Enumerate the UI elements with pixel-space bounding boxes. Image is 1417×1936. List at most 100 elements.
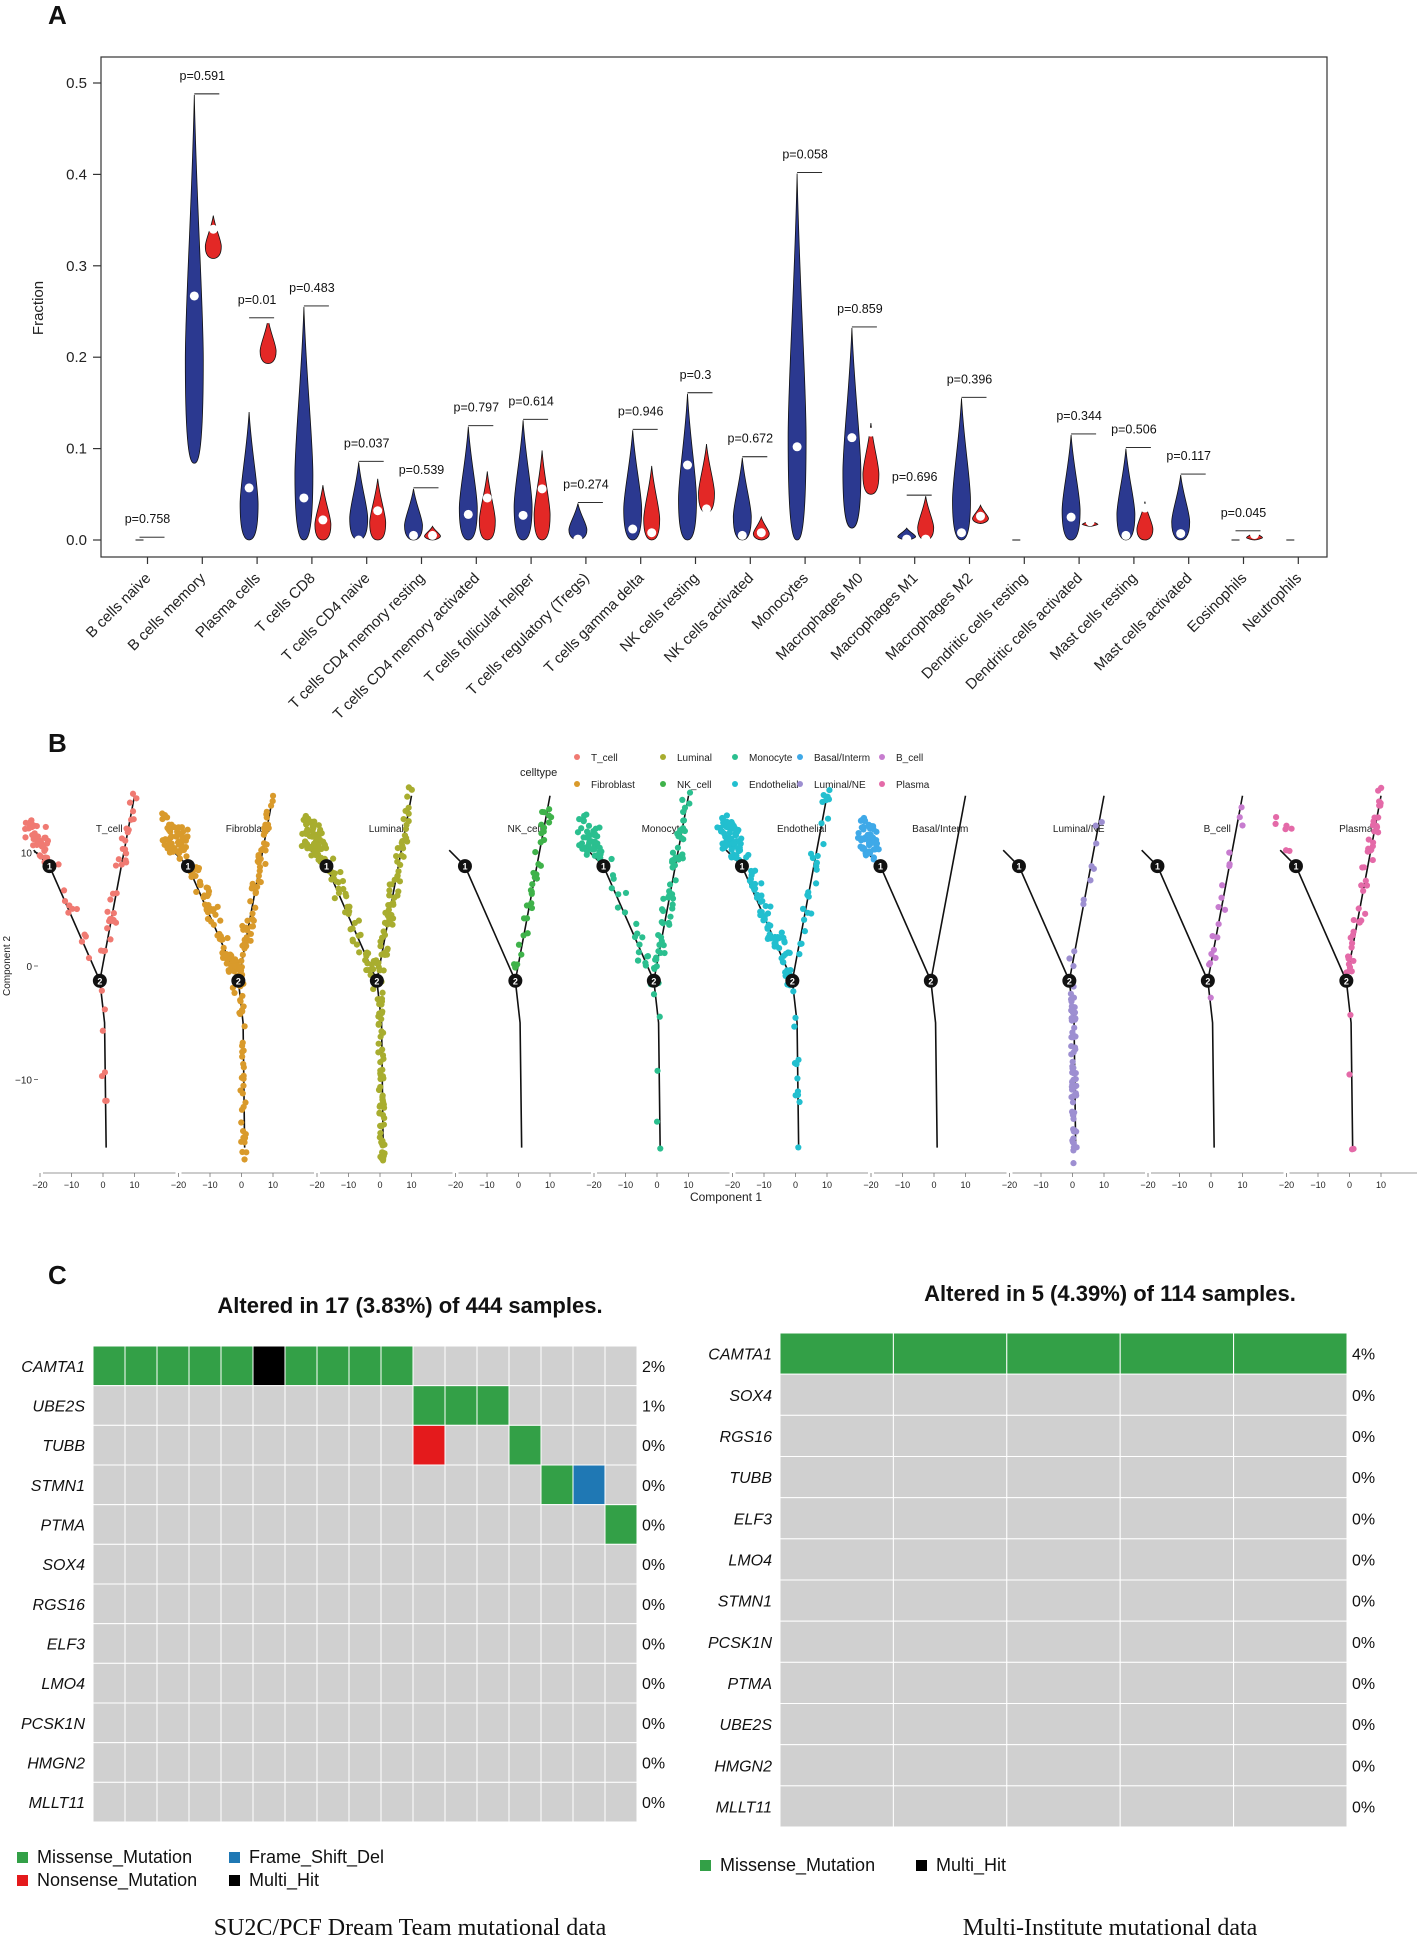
empty-cell (508, 1345, 542, 1387)
violin-normal (1061, 434, 1081, 541)
cell-point (376, 967, 383, 974)
pvalue-label: p=0.591 (180, 69, 226, 83)
cell-point (1212, 954, 1219, 962)
cell-point (196, 881, 203, 888)
empty-cell (92, 1623, 126, 1664)
median-normal (1121, 530, 1131, 540)
cell-point (719, 814, 726, 822)
y-tick-label: 0.3 (66, 258, 87, 275)
trajectory-chart: celltype T_cell Luminal Monocyte Basal/Inter… (2, 753, 1417, 1204)
alteration-percent: 0% (642, 1478, 665, 1495)
cell-point (1070, 1160, 1077, 1167)
empty-cell (380, 1424, 414, 1466)
pvalue-label: p=0.396 (947, 372, 993, 386)
cell-point (122, 857, 129, 864)
empty-cell (1006, 1414, 1121, 1458)
cell-point (400, 816, 407, 823)
cell-point (1288, 825, 1295, 832)
x-tick-label: −10 (895, 1180, 910, 1190)
median-tumor (154, 534, 163, 544)
empty-cell (1233, 1579, 1348, 1622)
cell-point (591, 831, 599, 838)
cell-point (247, 898, 254, 905)
empty-cell (92, 1662, 126, 1704)
cell-point (1221, 906, 1229, 913)
cell-point (764, 925, 771, 932)
empty-cell (316, 1623, 350, 1664)
empty-cell (92, 1504, 126, 1545)
cell-point (585, 835, 592, 842)
cell-point (782, 969, 789, 976)
empty-cell (444, 1424, 478, 1466)
cell-point (743, 854, 750, 861)
alteration-percent: 0% (642, 1557, 665, 1574)
legend-swatch (17, 1852, 28, 1863)
gene-label: MLLT11 (716, 1799, 772, 1816)
cell-point (184, 833, 191, 841)
cell-point (666, 881, 674, 888)
cell-point (376, 1109, 383, 1116)
cell-point (669, 849, 677, 856)
violin-tumor (314, 485, 332, 541)
cell-point (545, 819, 553, 826)
empty-cell (284, 1424, 318, 1466)
y-tick-label: 0.5 (66, 75, 87, 92)
facet-title: Monocyte (642, 824, 686, 835)
cell-point (1377, 802, 1384, 809)
legend-entry: Frame_Shift_Del (249, 1847, 384, 1868)
violin-normal (952, 398, 971, 541)
violin-tumor (1136, 501, 1154, 541)
cell-point (814, 852, 821, 860)
cell-point (726, 823, 734, 830)
cell-point (1070, 1115, 1077, 1123)
cell-point (312, 833, 319, 841)
branch-node (508, 973, 523, 988)
median-normal (902, 534, 912, 544)
cell-point (1070, 1135, 1077, 1142)
legend-entry: NK_cell (677, 780, 711, 791)
cell-point (375, 1013, 382, 1020)
empty-cell (284, 1662, 318, 1704)
empty-cell (444, 1742, 478, 1783)
cell-point (172, 847, 180, 854)
cell-point (796, 951, 803, 958)
cell-point (597, 851, 604, 858)
empty-cell (284, 1781, 318, 1823)
cell-point (873, 840, 881, 847)
cell-point (1068, 1083, 1075, 1091)
legend-swatch (732, 781, 738, 787)
cell-point (380, 1099, 387, 1106)
cell-point (1087, 877, 1094, 884)
cell-point (1209, 933, 1216, 940)
cell-point (252, 904, 259, 911)
empty-cell (779, 1579, 894, 1622)
empty-cell (444, 1504, 478, 1545)
trajectory-branch (464, 865, 517, 982)
x-tick-label: 0 (793, 1180, 798, 1190)
legend-entry: B_cell (896, 753, 923, 764)
cell-point (1080, 896, 1087, 903)
cell-point (396, 878, 404, 885)
empty-cell (188, 1424, 222, 1466)
median-normal (573, 534, 583, 544)
cell-point (305, 815, 312, 822)
median-normal (409, 530, 418, 540)
empty-cell (540, 1781, 574, 1823)
cell-point (1071, 948, 1078, 955)
median-tumor (208, 224, 218, 234)
cell-point (128, 816, 135, 823)
legend-swatch (574, 754, 580, 760)
cell-point (328, 876, 335, 883)
empty-cell (1119, 1456, 1235, 1499)
x-tick-label: −20 (1002, 1180, 1017, 1190)
empty-cell (604, 1583, 638, 1625)
violin-tumor (698, 443, 715, 513)
empty-cell (156, 1742, 190, 1783)
violin-tumor (917, 496, 935, 541)
cell-point (1070, 962, 1077, 970)
cell-point (529, 881, 536, 888)
cell-point (217, 917, 224, 924)
empty-cell (604, 1702, 638, 1744)
cell-point (754, 893, 761, 901)
legend-swatch (700, 1860, 711, 1871)
